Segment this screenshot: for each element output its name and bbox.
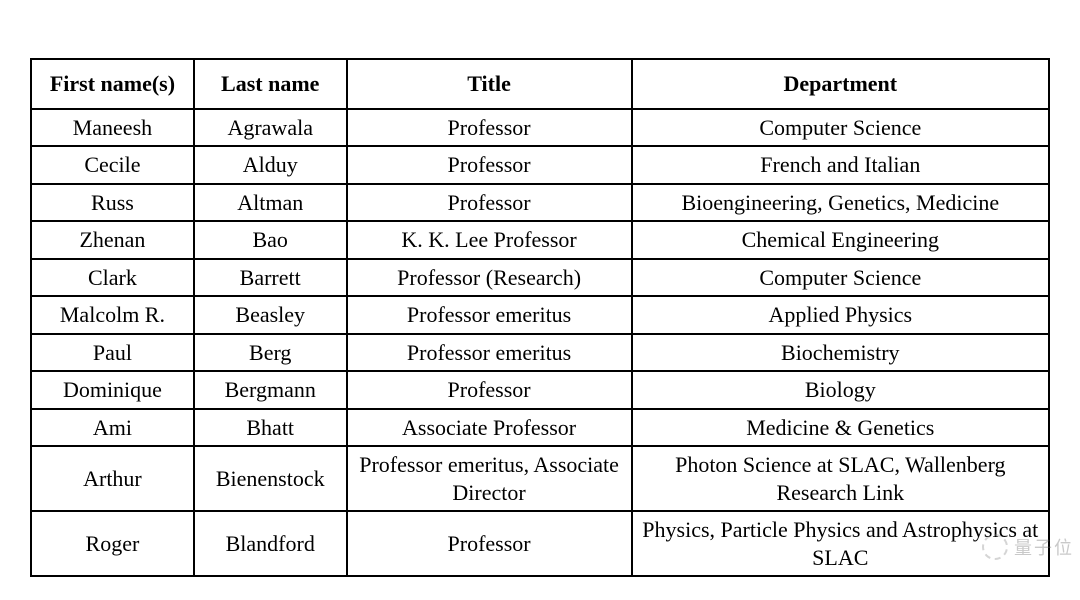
- table-row: Roger Blandford Professor Physics, Parti…: [31, 511, 1049, 576]
- cell-department: French and Italian: [632, 146, 1049, 184]
- table-header-row: First name(s) Last name Title Department: [31, 59, 1049, 109]
- cell-last-name: Bhatt: [194, 409, 347, 447]
- cell-title: Professor: [347, 511, 632, 576]
- cell-department: Biochemistry: [632, 334, 1049, 372]
- qbit-logo-icon: [982, 534, 1008, 560]
- cell-last-name: Alduy: [194, 146, 347, 184]
- cell-last-name: Bergmann: [194, 371, 347, 409]
- cell-first-name: Malcolm R.: [31, 296, 194, 334]
- cell-title: Associate Professor: [347, 409, 632, 447]
- cell-title: Professor (Research): [347, 259, 632, 297]
- cell-title: Professor emeritus: [347, 334, 632, 372]
- table-row: Dominique Bergmann Professor Biology: [31, 371, 1049, 409]
- cell-last-name: Blandford: [194, 511, 347, 576]
- faculty-table: First name(s) Last name Title Department…: [30, 58, 1050, 577]
- cell-department: Bioengineering, Genetics, Medicine: [632, 184, 1049, 222]
- cell-first-name: Maneesh: [31, 109, 194, 147]
- cell-first-name: Ami: [31, 409, 194, 447]
- table-row: Paul Berg Professor emeritus Biochemistr…: [31, 334, 1049, 372]
- cell-department: Biology: [632, 371, 1049, 409]
- cell-title: Professor: [347, 371, 632, 409]
- cell-department: Photon Science at SLAC, Wallenberg Resea…: [632, 446, 1049, 511]
- watermark: 量子位: [982, 534, 1074, 560]
- cell-first-name: Paul: [31, 334, 194, 372]
- table-row: Zhenan Bao K. K. Lee Professor Chemical …: [31, 221, 1049, 259]
- table-row: Clark Barrett Professor (Research) Compu…: [31, 259, 1049, 297]
- cell-first-name: Dominique: [31, 371, 194, 409]
- table-row: Ami Bhatt Associate Professor Medicine &…: [31, 409, 1049, 447]
- cell-first-name: Zhenan: [31, 221, 194, 259]
- col-header-title: Title: [347, 59, 632, 109]
- cell-last-name: Agrawala: [194, 109, 347, 147]
- cell-last-name: Bao: [194, 221, 347, 259]
- cell-department: Applied Physics: [632, 296, 1049, 334]
- cell-first-name: Roger: [31, 511, 194, 576]
- cell-last-name: Berg: [194, 334, 347, 372]
- col-header-last-name: Last name: [194, 59, 347, 109]
- table-row: Cecile Alduy Professor French and Italia…: [31, 146, 1049, 184]
- cell-last-name: Beasley: [194, 296, 347, 334]
- cell-first-name: Russ: [31, 184, 194, 222]
- cell-department: Medicine & Genetics: [632, 409, 1049, 447]
- cell-department: Computer Science: [632, 259, 1049, 297]
- cell-title: Professor: [347, 146, 632, 184]
- cell-first-name: Arthur: [31, 446, 194, 511]
- col-header-department: Department: [632, 59, 1049, 109]
- cell-last-name: Altman: [194, 184, 347, 222]
- cell-title: Professor: [347, 109, 632, 147]
- cell-title: K. K. Lee Professor: [347, 221, 632, 259]
- table-row: Malcolm R. Beasley Professor emeritus Ap…: [31, 296, 1049, 334]
- cell-department: Computer Science: [632, 109, 1049, 147]
- table-row: Maneesh Agrawala Professor Computer Scie…: [31, 109, 1049, 147]
- cell-title: Professor emeritus, Associate Director: [347, 446, 632, 511]
- cell-title: Professor emeritus: [347, 296, 632, 334]
- document-page: First name(s) Last name Title Department…: [0, 0, 1080, 577]
- cell-department: Chemical Engineering: [632, 221, 1049, 259]
- cell-title: Professor: [347, 184, 632, 222]
- col-header-first-name: First name(s): [31, 59, 194, 109]
- table-row: Russ Altman Professor Bioengineering, Ge…: [31, 184, 1049, 222]
- cell-first-name: Cecile: [31, 146, 194, 184]
- cell-last-name: Barrett: [194, 259, 347, 297]
- table-body: Maneesh Agrawala Professor Computer Scie…: [31, 109, 1049, 577]
- cell-last-name: Bienenstock: [194, 446, 347, 511]
- table-row: Arthur Bienenstock Professor emeritus, A…: [31, 446, 1049, 511]
- watermark-text: 量子位: [1014, 534, 1074, 560]
- cell-first-name: Clark: [31, 259, 194, 297]
